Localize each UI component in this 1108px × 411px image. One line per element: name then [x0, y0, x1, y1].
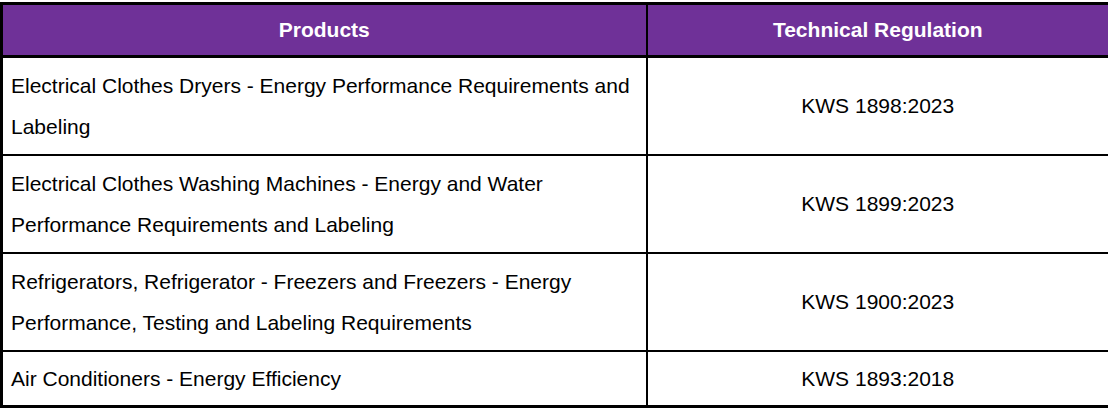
table-row: Electrical Clothes Washing Machines - En… — [2, 155, 1108, 253]
technical-regulations-table: Products Technical Regulation Electrical… — [0, 2, 1108, 408]
product-cell: Electrical Clothes Washing Machines - En… — [2, 155, 647, 253]
table-row: Refrigerators, Refrigerator - Freezers a… — [2, 253, 1108, 351]
product-cell: Electrical Clothes Dryers - Energy Perfo… — [2, 57, 647, 156]
product-cell: Refrigerators, Refrigerator - Freezers a… — [2, 253, 647, 351]
regulation-cell: KWS 1898:2023 — [647, 57, 1108, 156]
regulation-cell: KWS 1899:2023 — [647, 155, 1108, 253]
table-row: Air Conditioners - Energy Efficiency KWS… — [2, 351, 1108, 407]
header-row: Products Technical Regulation — [2, 4, 1108, 57]
column-header-products: Products — [2, 4, 647, 57]
table-row: Electrical Clothes Dryers - Energy Perfo… — [2, 57, 1108, 156]
regulation-cell: KWS 1900:2023 — [647, 253, 1108, 351]
product-cell: Air Conditioners - Energy Efficiency — [2, 351, 647, 407]
document-page: Products Technical Regulation Electrical… — [0, 0, 1108, 411]
regulation-cell: KWS 1893:2018 — [647, 351, 1108, 407]
column-header-technical-regulation: Technical Regulation — [647, 4, 1108, 57]
